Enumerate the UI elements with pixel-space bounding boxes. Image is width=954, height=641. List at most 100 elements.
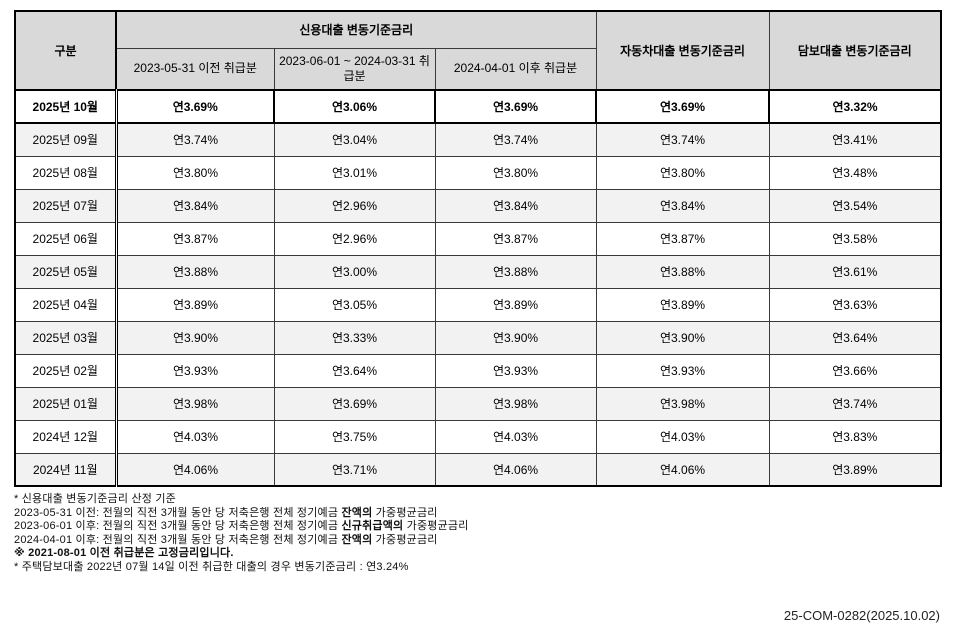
rate-cell: 연3.74% (434, 122, 597, 157)
rate-cell: 연3.80% (595, 155, 770, 190)
table-row: 2025년 04월 연3.89% 연3.05% 연3.89% 연3.89% 연3.63% (14, 287, 942, 322)
footnote-line: * 신용대출 변동기준금리 산정 기준 (14, 493, 176, 505)
rate-cell: 연4.03% (115, 419, 275, 454)
footnote-line: 2023-06-01 이후: 전월의 직전 3개월 동안 당 저축은행 전체 정… (14, 520, 469, 533)
month-cell: 2025년 05월 (14, 254, 118, 289)
rate-cell: 연3.88% (115, 254, 275, 289)
rate-cell: 연3.83% (768, 419, 942, 454)
month-cell: 2025년 09월 (14, 122, 118, 157)
rate-cell: 연3.98% (434, 386, 597, 421)
rate-cell: 연3.58% (768, 221, 942, 256)
rate-cell: 연3.41% (768, 122, 942, 157)
table-row: 2025년 06월 연3.87% 연2.96% 연3.87% 연3.87% 연3.58% (14, 221, 942, 256)
rate-cell: 연3.71% (273, 452, 436, 487)
rate-cell: 연3.63% (768, 287, 942, 322)
rate-cell: 연3.01% (273, 155, 436, 190)
rate-cell: 연3.84% (434, 188, 597, 223)
month-cell: 2025년 08월 (14, 155, 118, 190)
month-cell: 2024년 12월 (14, 419, 118, 454)
rate-cell: 연4.06% (115, 452, 275, 487)
rate-cell: 연4.03% (595, 419, 770, 454)
rate-cell: 연3.89% (115, 287, 275, 322)
month-cell: 2025년 04월 (14, 287, 118, 322)
rate-cell: 연3.89% (434, 287, 597, 322)
rate-cell: 연3.93% (115, 353, 275, 388)
table-row: 2025년 07월 연3.84% 연2.96% 연3.84% 연3.84% 연3.54% (14, 188, 942, 223)
rate-cell: 연3.54% (768, 188, 942, 223)
table-row: 2025년 09월 연3.74% 연3.04% 연3.74% 연3.74% 연3.41% (14, 122, 942, 157)
rate-table-body: 2025년 10월 연3.69% 연3.06% 연3.69% 연3.69% 연3.32% 2… (14, 89, 943, 487)
rate-cell: 연3.06% (273, 89, 436, 124)
table-row: 2024년 11월 연4.06% 연3.71% 연4.06% 연4.06% 연3.89% (14, 452, 942, 487)
table-row: 2024년 12월 연4.03% 연3.75% 연4.03% 연4.03% 연3.83% (14, 419, 942, 454)
rate-cell: 연3.84% (115, 188, 275, 223)
rate-cell: 연3.87% (595, 221, 770, 256)
rate-cell: 연3.89% (768, 452, 942, 487)
rate-cell: 연2.96% (273, 221, 436, 256)
col-header-auto-loan: 자동차대출 변동기준금리 (595, 10, 770, 91)
rate-table-header: 구분 신용대출 변동기준금리 자동차대출 변동기준금리 담보대출 변동기준금리 … (14, 10, 942, 91)
rate-table: 구분 신용대출 변동기준금리 자동차대출 변동기준금리 담보대출 변동기준금리 … (14, 10, 943, 487)
rate-cell: 연3.87% (115, 221, 275, 256)
col-header-credit-loan: 신용대출 변동기준금리 (115, 10, 597, 49)
table-row: 2025년 10월 연3.69% 연3.06% 연3.69% 연3.69% 연3.32% (14, 89, 943, 124)
rate-cell: 연3.74% (595, 122, 770, 157)
rate-cell: 연3.88% (434, 254, 597, 289)
rate-cell: 연3.32% (768, 89, 943, 124)
rate-cell: 연3.00% (273, 254, 436, 289)
rate-cell: 연3.87% (434, 221, 597, 256)
rate-cell: 연3.89% (595, 287, 770, 322)
col-subheader-after-2024-04-01: 2024-04-01 이후 취급분 (434, 47, 597, 91)
rate-cell: 연3.93% (595, 353, 770, 388)
rate-cell: 연3.33% (273, 320, 436, 355)
rate-cell: 연3.84% (595, 188, 770, 223)
rate-cell: 연3.64% (768, 320, 942, 355)
footnote-line: 2023-05-31 이전: 전월의 직전 3개월 동안 당 저축은행 전체 정… (14, 506, 438, 519)
rate-cell: 연3.66% (768, 353, 942, 388)
rate-cell: 연4.03% (434, 419, 597, 454)
rate-cell: 연3.05% (273, 287, 436, 322)
document-reference: 25-COM-0282(2025.10.02) (783, 608, 940, 623)
rate-cell: 연3.64% (273, 353, 436, 388)
rate-cell: 연3.69% (595, 89, 771, 124)
month-cell: 2025년 01월 (14, 386, 118, 421)
col-header-category: 구분 (14, 10, 117, 91)
table-row: 2025년 02월 연3.93% 연3.64% 연3.93% 연3.93% 연3.66% (14, 353, 942, 388)
rate-cell: 연3.74% (115, 122, 275, 157)
rate-cell: 연3.80% (115, 155, 275, 190)
footnote-line: * 주택담보대출 2022년 07월 14일 이전 취급한 대출의 경우 변동기… (14, 560, 409, 573)
month-cell: 2024년 11월 (14, 452, 118, 487)
table-row: 2025년 08월 연3.80% 연3.01% 연3.80% 연3.80% 연3.48% (14, 155, 942, 190)
rate-cell: 연3.93% (434, 353, 597, 388)
rate-cell: 연3.90% (434, 320, 597, 355)
footnote-line: ※ 2021-08-01 이전 취급분은 고정금리입니다. (14, 547, 234, 560)
rate-cell: 연3.69% (433, 89, 598, 124)
rate-cell: 연3.69% (273, 386, 436, 421)
rate-cell: 연3.69% (115, 89, 275, 124)
rate-cell: 연3.61% (768, 254, 942, 289)
month-cell: 2025년 06월 (14, 221, 118, 256)
rate-cell: 연3.75% (273, 419, 436, 454)
footnotes: * 신용대출 변동기준금리 산정 기준 2023-05-31 이전: 전월의 직전… (14, 493, 940, 575)
month-cell: 2025년 07월 (14, 188, 118, 223)
rate-cell: 연3.80% (434, 155, 597, 190)
col-header-secured-loan: 담보대출 변동기준금리 (768, 10, 942, 91)
rate-cell: 연4.06% (434, 452, 597, 487)
rate-cell: 연3.98% (595, 386, 770, 421)
rate-cell: 연3.98% (115, 386, 275, 421)
rate-cell: 연4.06% (595, 452, 770, 487)
month-cell: 2025년 03월 (14, 320, 118, 355)
col-subheader-2023-06-01-to-2024-03-31: 2023-06-01 ~ 2024-03-31 취급분 (273, 47, 436, 91)
rate-cell: 연3.04% (273, 122, 436, 157)
footnote-line: 2024-04-01 이후: 전월의 직전 3개월 동안 당 저축은행 전체 정… (14, 533, 438, 546)
rate-cell: 연3.90% (115, 320, 275, 355)
month-cell: 2025년 02월 (14, 353, 118, 388)
rate-cell: 연2.96% (273, 188, 436, 223)
table-row: 2025년 01월 연3.98% 연3.69% 연3.98% 연3.98% 연3.74% (14, 386, 942, 421)
rate-cell: 연3.74% (768, 386, 942, 421)
rate-cell: 연3.48% (768, 155, 942, 190)
rate-cell: 연3.88% (595, 254, 770, 289)
table-row: 2025년 03월 연3.90% 연3.33% 연3.90% 연3.90% 연3.64% (14, 320, 942, 355)
month-cell: 2025년 10월 (14, 89, 118, 124)
